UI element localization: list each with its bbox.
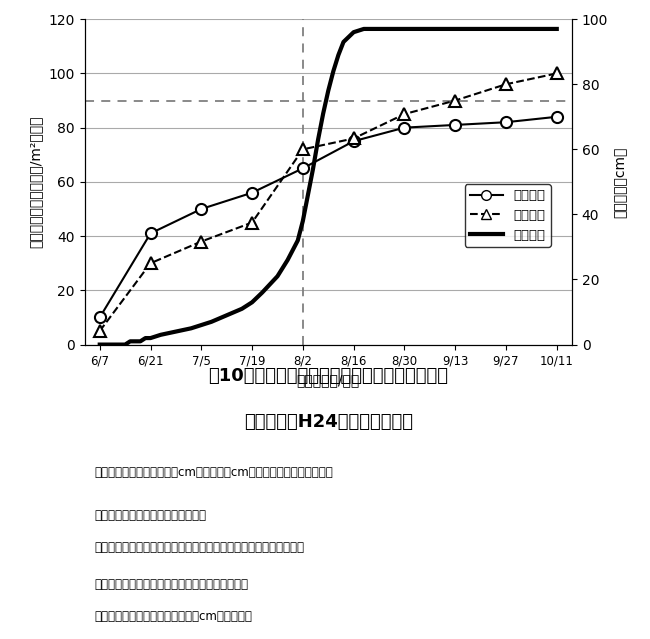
- Y-axis label: 大豆草高（cm）: 大豆草高（cm）: [614, 146, 628, 217]
- Text: 困10　大豆播種後のアレチウリの累積出芽数と: 困10 大豆播種後のアレチウリの累積出芽数と: [208, 367, 448, 385]
- Text: 注３）図中の点線は大豆草高７５cm時を示す。: 注３）図中の点線は大豆草高７５cm時を示す。: [94, 610, 252, 623]
- X-axis label: 調査日（月/日）: 調査日（月/日）: [296, 373, 360, 387]
- Text: 大豆無区：大豆を出芽後に全て抜き取り，裸地とした区。: 大豆無区：大豆を出芽後に全て抜き取り，裸地とした区。: [94, 541, 304, 554]
- Legend: 大豆有区, 大豆無区, 大豆草高: 大豆有区, 大豆無区, 大豆草高: [465, 184, 551, 247]
- Text: 注２）大豆草高は大豆有区内の大豆の平均草高。: 注２）大豆草高は大豆有区内の大豆の平均草高。: [94, 578, 248, 591]
- Y-axis label: アレチウリ累積出芽数/m²（本）: アレチウリ累積出芽数/m²（本）: [29, 116, 43, 248]
- Text: 注１）大豆有区：畝間７５cm，株間２０cm，１株２本立ての慣行栄培: 注１）大豆有区：畝間７５cm，株間２０cm，１株２本立ての慣行栄培: [94, 466, 333, 479]
- Text: により大豆を栄培した区。: により大豆を栄培した区。: [94, 509, 206, 522]
- Text: 大豆草高（H24年，古試場内）: 大豆草高（H24年，古試場内）: [244, 413, 413, 431]
